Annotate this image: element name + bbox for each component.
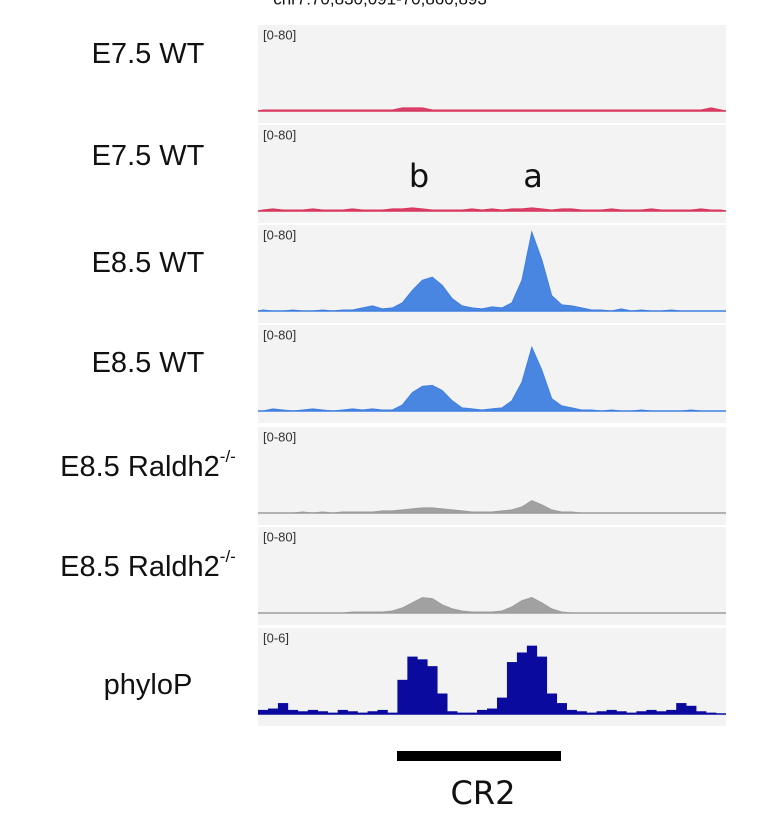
signal-bar <box>606 709 617 714</box>
region-label: CR2 <box>451 774 516 812</box>
coordinates: chr7:70,830,091-70,860,893 <box>273 0 487 8</box>
signal-bar <box>536 656 548 714</box>
signal-bar <box>267 708 279 714</box>
signal-bar <box>576 711 587 714</box>
signal-bar <box>616 711 627 714</box>
track-label: E7.5 WT <box>92 140 205 172</box>
signal-bar <box>297 711 309 714</box>
signal-bar <box>686 705 697 714</box>
signal-bar <box>397 679 408 714</box>
signal-bar <box>696 711 707 714</box>
signal-bar <box>496 697 508 714</box>
signal-bar <box>277 703 289 714</box>
signal-bar <box>666 709 677 714</box>
track-label-text: E8.5 Raldh2 <box>60 451 220 483</box>
track-panel <box>258 527 726 625</box>
range-label: [0-80] <box>263 27 296 42</box>
range-label: [0-80] <box>263 529 296 544</box>
signal-area <box>257 107 727 112</box>
signal-bar <box>646 709 657 714</box>
track-panel <box>258 427 726 525</box>
track-label: E7.5 WT <box>92 38 205 70</box>
track-label-superscript: -/- <box>220 447 236 466</box>
track-label: E8.5 WT <box>92 247 205 279</box>
range-label: [0-6] <box>263 630 289 645</box>
range-label: [0-80] <box>263 429 296 444</box>
signal-bar <box>287 709 299 714</box>
track-label-text: E7.5 WT <box>92 140 205 172</box>
track-label: E8.5 WT <box>92 347 205 379</box>
track-panel <box>258 125 726 223</box>
signal-bar <box>437 693 448 714</box>
signal-bar <box>417 659 428 714</box>
track-label-text: E7.5 WT <box>92 38 205 70</box>
track-panel <box>258 25 726 123</box>
track-label: phyloP <box>104 669 193 701</box>
signal-bar <box>477 709 488 714</box>
track-label: E8.5 Raldh2-/- <box>60 447 236 482</box>
signal-bar <box>317 711 329 714</box>
signal-bar <box>506 662 518 714</box>
signal-bar <box>556 703 567 714</box>
track-label-superscript: -/- <box>220 547 236 566</box>
signal-bar <box>656 711 667 714</box>
signal-bar <box>377 709 388 714</box>
signal-bar <box>367 711 378 714</box>
range-label: [0-80] <box>263 227 296 242</box>
track-label-text: E8.5 Raldh2 <box>60 551 220 583</box>
range-label: [0-80] <box>263 127 296 142</box>
track-label-text: phyloP <box>104 669 193 701</box>
signal-bar <box>447 711 458 714</box>
track-label-text: E8.5 WT <box>92 347 205 379</box>
signal-bar <box>258 709 269 714</box>
signal-bar <box>407 656 418 714</box>
track-panel <box>258 325 726 423</box>
signal-bar <box>337 709 348 714</box>
peak-annotation: b <box>409 157 429 195</box>
signal-bar <box>636 711 647 714</box>
signal-bar <box>546 693 558 714</box>
signal-bar <box>427 666 438 714</box>
peak-annotation: a <box>523 157 543 195</box>
range-label: [0-80] <box>263 327 296 342</box>
signal-bar <box>566 709 577 714</box>
region-bar <box>397 751 561 761</box>
signal-bar <box>307 709 319 714</box>
signal-bar <box>347 711 358 714</box>
signal-bar <box>487 708 498 714</box>
signal-bar <box>676 703 687 714</box>
signal-bar <box>526 645 538 714</box>
signal-area <box>257 207 727 212</box>
signal-bar <box>516 652 528 714</box>
track-label-text: E8.5 WT <box>92 247 205 279</box>
signal-bar <box>596 711 607 714</box>
track-label: E8.5 Raldh2-/- <box>60 547 236 582</box>
